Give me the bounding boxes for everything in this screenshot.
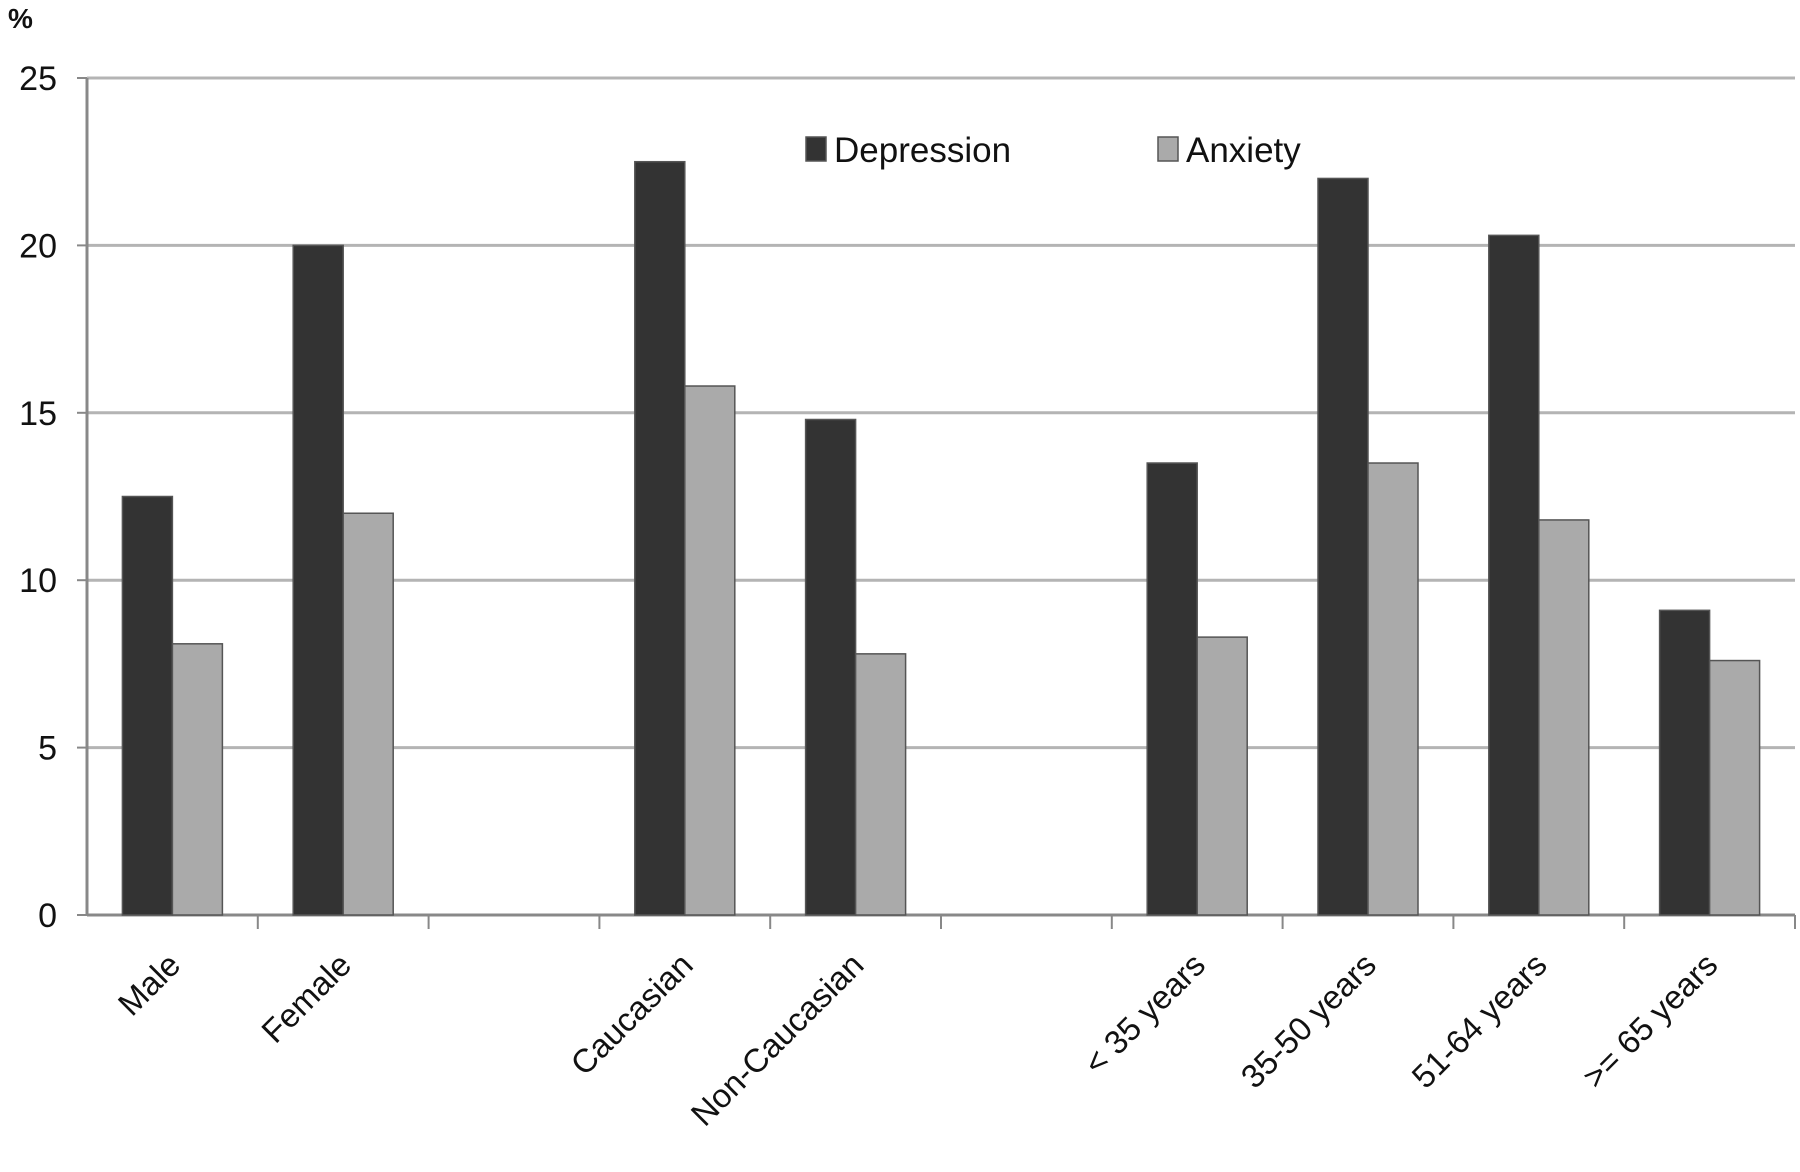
bar-depression [804,418,857,916]
x-category-label: Male [111,946,188,1023]
bar-anxiety [342,512,394,916]
x-category-label: < 35 years [1076,946,1212,1082]
legend-label-depression: Depression [834,131,1011,170]
y-tick-label: 20 [19,227,57,265]
bar-depression [1317,177,1369,916]
legend-swatch-anxiety [1157,136,1179,162]
bar-depression [121,495,174,916]
y-unit-label: % [8,3,33,34]
legend-swatch-depression [805,136,827,162]
y-tick-label: 0 [38,897,57,935]
y-tick-label: 15 [19,395,57,433]
bar-anxiety [1196,636,1248,916]
y-tick-label: 10 [19,562,57,600]
y-tick-label: 5 [38,730,57,768]
legend: Depression Anxiety [805,131,1301,170]
x-category-label: >= 65 years [1575,946,1724,1095]
bar-anxiety [171,643,224,916]
x-category-label: 51-64 years [1404,946,1553,1095]
bar-anxiety [1538,519,1590,916]
bar-depression [292,244,344,916]
bar-anxiety [854,653,907,916]
x-category-label: Non-Caucasian [684,946,871,1133]
x-category-label: Female [254,946,358,1050]
bar-anxiety [1708,659,1761,916]
x-category-label: Caucasian [563,946,699,1082]
bar-anxiety [684,385,736,916]
bar-depression [1488,234,1540,916]
bar-depression [1146,462,1198,916]
labels: 0 5 10 15 20 25 Male Female CaucasianNon-Caucasi… [19,60,1724,1133]
bars [121,160,1761,916]
bar-depression [634,160,686,916]
bar-anxiety [1367,462,1419,916]
x-category-label: 35-50 years [1234,946,1383,1095]
y-tick-label: 25 [19,60,57,98]
bar-depression [1658,609,1711,916]
legend-label-anxiety: Anxiety [1186,131,1301,170]
